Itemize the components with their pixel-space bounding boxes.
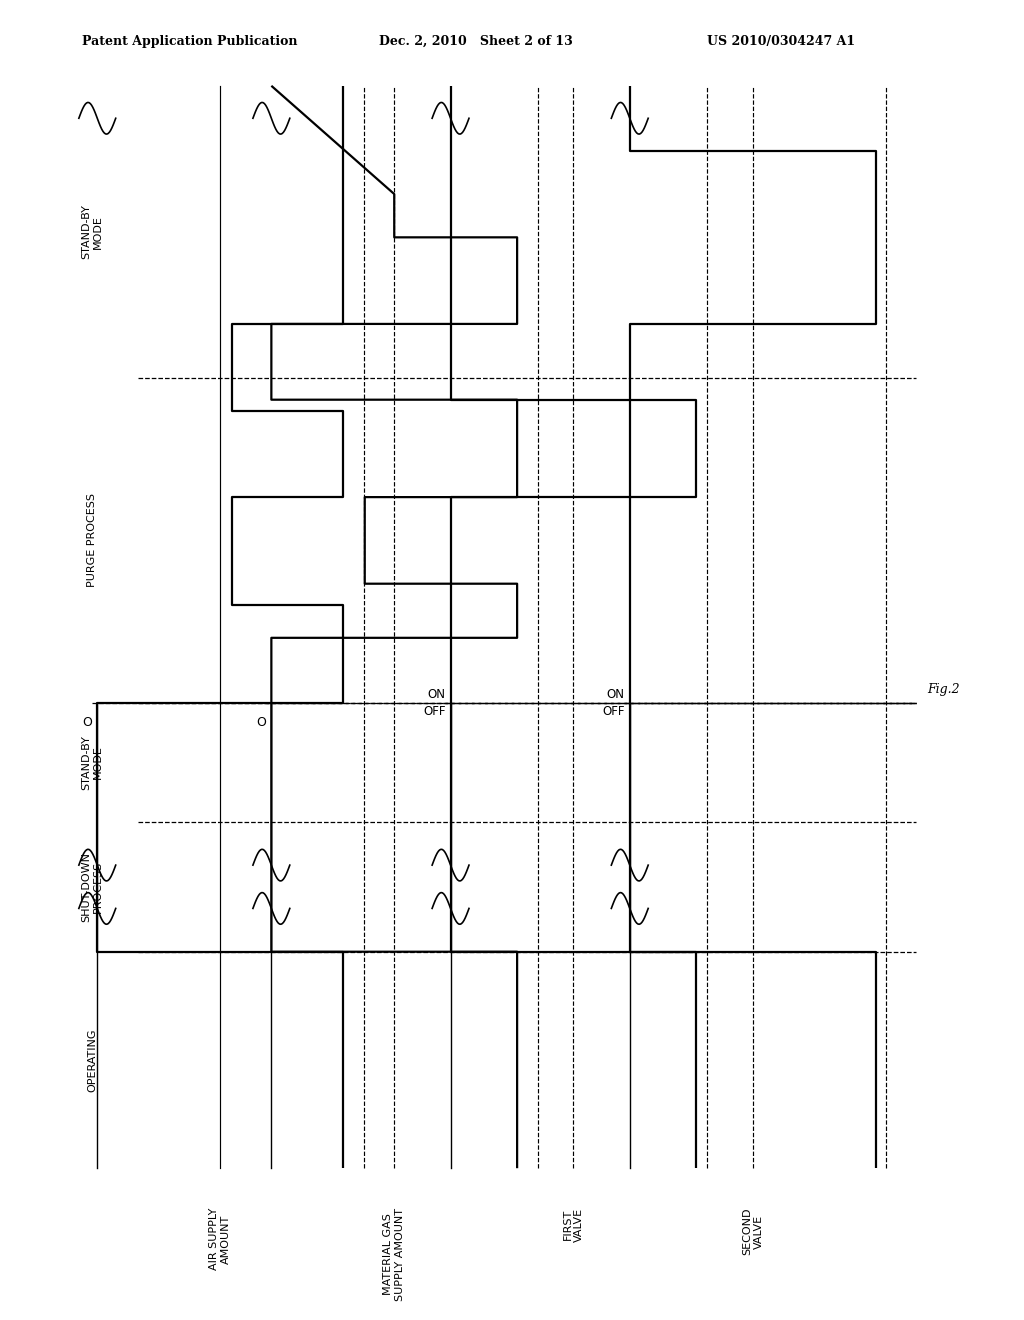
Text: O: O: [82, 715, 92, 729]
Text: Dec. 2, 2010   Sheet 2 of 13: Dec. 2, 2010 Sheet 2 of 13: [379, 34, 572, 48]
Text: FIRST
VALVE: FIRST VALVE: [562, 1208, 585, 1242]
Text: ON: ON: [606, 688, 625, 701]
Text: STAND-BY
MODE: STAND-BY MODE: [81, 735, 103, 789]
Text: ON: ON: [427, 688, 445, 701]
Text: OFF: OFF: [423, 705, 445, 718]
Text: Fig.2: Fig.2: [927, 684, 959, 696]
Text: SECOND
VALVE: SECOND VALVE: [741, 1208, 764, 1255]
Text: OFF: OFF: [602, 705, 625, 718]
Text: SHUT-DOWN
PROCESS: SHUT-DOWN PROCESS: [81, 851, 103, 921]
Text: AIR SUPPLY
AMOUNT: AIR SUPPLY AMOUNT: [209, 1208, 231, 1270]
Text: PURGE PROCESS: PURGE PROCESS: [87, 494, 97, 587]
Text: MATERIAL GAS
SUPPLY AMOUNT: MATERIAL GAS SUPPLY AMOUNT: [383, 1208, 406, 1300]
Text: STAND-BY
MODE: STAND-BY MODE: [81, 205, 103, 259]
Text: OPERATING: OPERATING: [87, 1028, 97, 1092]
Text: Patent Application Publication: Patent Application Publication: [82, 34, 297, 48]
Text: US 2010/0304247 A1: US 2010/0304247 A1: [707, 34, 855, 48]
Text: O: O: [256, 715, 266, 729]
